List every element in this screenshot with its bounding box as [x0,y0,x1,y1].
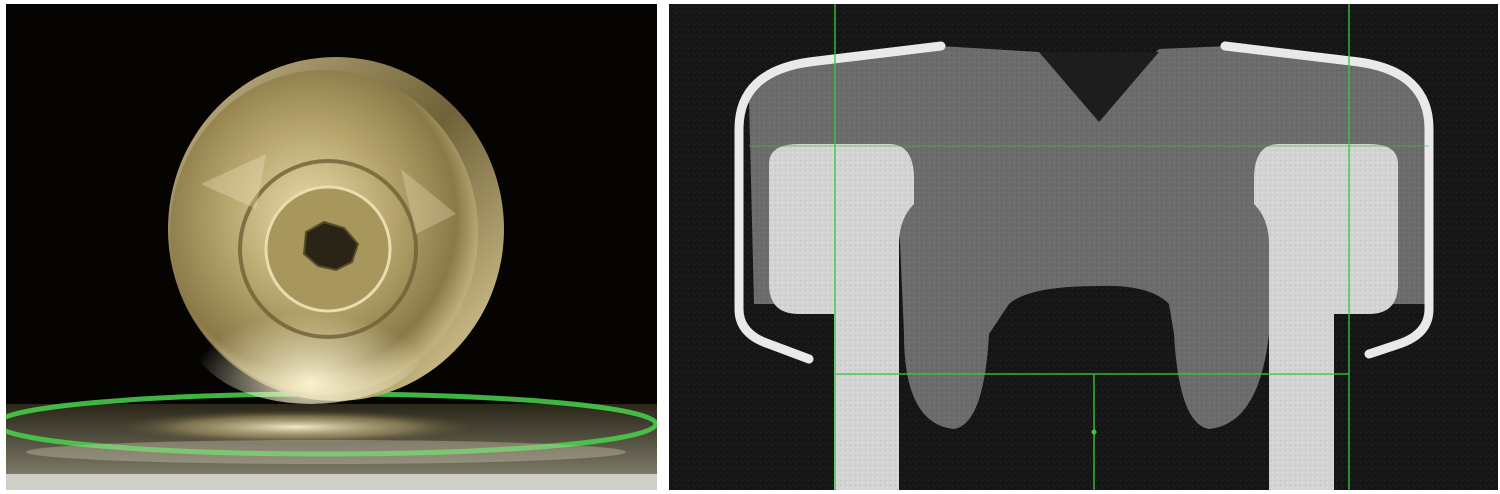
disc-center-defect [302,220,360,272]
crosshair-center-dot [1091,429,1097,435]
coin-cell-photo-graphic [6,57,657,490]
ct-casing-left [734,41,946,364]
ct-cross-section [669,4,1498,490]
coin-cell-photo [6,4,657,490]
photo-bottom-strip [6,474,657,490]
ct-electrode-fill [749,46,1427,429]
disc-inner-ring [238,159,418,339]
ct-crosshair [749,4,1429,490]
facet-highlight-right [401,169,456,234]
ct-casing-right [1220,41,1434,359]
lower-reflection [26,440,626,464]
ct-top-notch [1039,52,1159,122]
ct-cross-section-graphic [669,4,1498,490]
facet-highlight-left [201,154,266,209]
ct-left-terminal [769,144,914,490]
base-light-reflection [106,409,486,445]
ct-right-terminal [1254,144,1398,490]
